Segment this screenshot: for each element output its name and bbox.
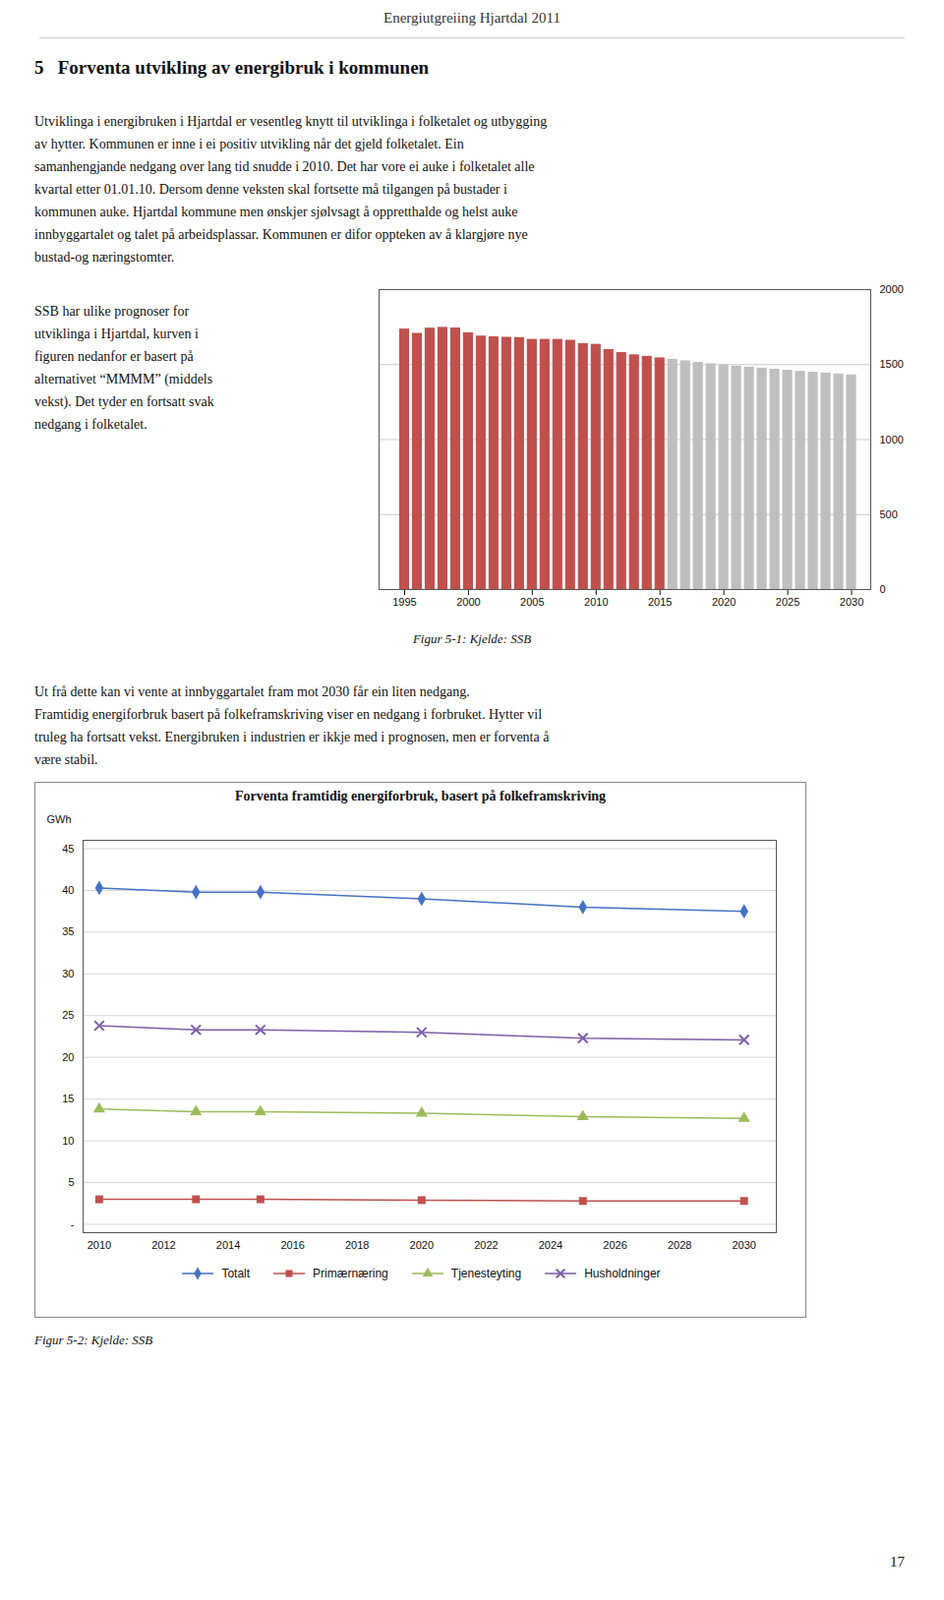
svg-text:30: 30: [61, 967, 74, 980]
html-text:Figur 5-2: Kjelde: SSB: Figur 5-2: Kjelde: SSB: [34, 1332, 153, 1348]
svg-text:2018: 2018: [345, 1239, 369, 1251]
svg-text:25: 25: [61, 1008, 74, 1021]
svg-text:2024: 2024: [538, 1239, 563, 1251]
svg-text:20: 20: [61, 1051, 74, 1063]
svg-text:2028: 2028: [667, 1239, 692, 1251]
svg-text:2014: 2014: [216, 1239, 240, 1251]
svg-text:10: 10: [61, 1134, 74, 1147]
html-text:Utviklinga i energibruken i Hj: Utviklinga i energibruken i Hjartdal er …: [34, 114, 547, 129]
html-text:bustad-og næringstomter.: bustad-og næringstomter.: [34, 249, 175, 265]
svg-text:1500: 1500: [880, 357, 904, 370]
svg-text:2010: 2010: [584, 595, 608, 608]
svg-text:2025: 2025: [775, 595, 800, 608]
svg-text:2005: 2005: [520, 595, 544, 608]
html-text:kvartal etter 01.01.10. Dersom: kvartal etter 01.01.10. Dersom denne vek…: [34, 181, 508, 197]
svg-text:2022: 2022: [473, 1239, 498, 1251]
svg-text:1000: 1000: [880, 433, 904, 446]
svg-text:2000: 2000: [456, 595, 480, 608]
html-text:Ut frå dette kan vi vente at i: Ut frå dette kan vi vente at innbyggarta…: [34, 684, 470, 700]
html-text:SSB har ulike prognoser for: SSB har ulike prognoser for: [34, 303, 189, 319]
html-text:Energiutgreiing Hjartdal 2011: Energiutgreiing Hjartdal 2011: [383, 9, 561, 26]
svg-text:2026: 2026: [602, 1239, 627, 1251]
svg-text:500: 500: [880, 508, 898, 521]
html-text:nedgang i folketalet.: nedgang i folketalet.: [34, 416, 148, 432]
html-text:utviklinga i Hjartdal, kurven: utviklinga i Hjartdal, kurven i: [34, 326, 199, 342]
svg-text:GWh: GWh: [47, 813, 72, 826]
svg-text:-: -: [70, 1218, 75, 1231]
html-text:av hytter. Kommunen er inne i: av hytter. Kommunen er inne i ei positiv…: [34, 136, 464, 152]
svg-text:2000: 2000: [880, 283, 904, 295]
svg-text:2020: 2020: [410, 1239, 434, 1251]
svg-text:0: 0: [880, 583, 886, 595]
svg-text:15: 15: [61, 1092, 74, 1105]
html-text:samanhengjande nedgang over la: samanhengjande nedgang over lang tid snu…: [34, 159, 535, 175]
html-text:5 Forventa utvikling av energi: 5 Forventa utvikling av energibruk i kom…: [34, 57, 429, 78]
html-text:Forventa framtidig energiforbr: Forventa framtidig energiforbruk, basert…: [234, 788, 606, 804]
html-text:Primærnæring: Primærnæring: [312, 1266, 389, 1281]
html-text:vekst). Det tyder en fortsatt: vekst). Det tyder en fortsatt svak: [34, 394, 215, 410]
svg-text:2030: 2030: [839, 595, 864, 608]
svg-text:45: 45: [61, 842, 74, 855]
svg-text:1995: 1995: [392, 595, 416, 608]
html-text:kommunen auke. Hjartdal kommun: kommunen auke. Hjartdal kommune men ønsk…: [34, 204, 518, 220]
svg-text:2016: 2016: [280, 1239, 304, 1251]
svg-text:40: 40: [61, 884, 74, 896]
svg-text:35: 35: [61, 925, 74, 938]
html-text:Husholdninger: Husholdninger: [584, 1266, 661, 1281]
html-text:Figur 5-1: Kjelde: SSB: Figur 5-1: Kjelde: SSB: [412, 631, 532, 647]
svg-text:5: 5: [67, 1176, 74, 1188]
svg-text:2020: 2020: [711, 595, 736, 608]
html-text:17: 17: [889, 1553, 905, 1570]
svg-text:2030: 2030: [731, 1239, 756, 1251]
html-text:Totalt: Totalt: [221, 1266, 250, 1281]
svg-text:2015: 2015: [648, 595, 672, 608]
html-text:være stabil.: være stabil.: [34, 752, 98, 767]
html-text:alternativet “MMMM” (middels: alternativet “MMMM” (middels: [34, 371, 213, 387]
html-text:Tjenesteyting: Tjenesteyting: [451, 1266, 522, 1281]
html-text:Framtidig energiforbruk basert: Framtidig energiforbruk basert på folkef…: [34, 707, 542, 722]
html-text:innbyggartalet og talet på arb: innbyggartalet og talet på arbeidsplassa…: [34, 227, 528, 242]
svg-text:2010: 2010: [87, 1239, 112, 1251]
svg-text:2012: 2012: [151, 1239, 176, 1251]
html-text:truleg ha fortsatt vekst. Ener: truleg ha fortsatt vekst. Energibruken i…: [34, 729, 550, 745]
html-text:figuren nedanfor er basert på: figuren nedanfor er basert på: [34, 349, 194, 364]
